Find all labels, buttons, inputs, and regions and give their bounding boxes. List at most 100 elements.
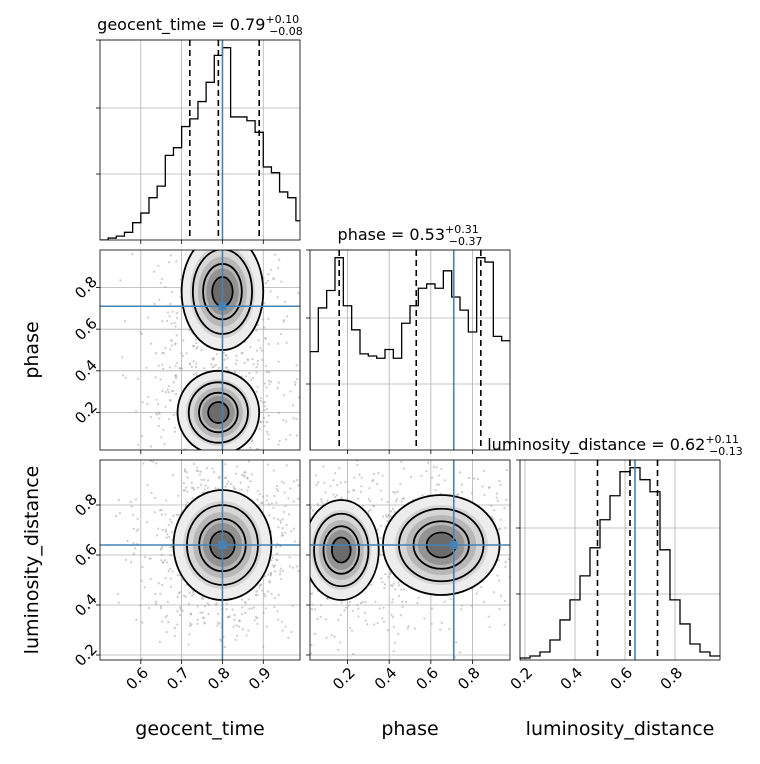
sample-point [263, 326, 266, 329]
sample-point [488, 486, 491, 489]
sample-point [282, 394, 285, 397]
sample-point [242, 246, 244, 248]
sample-point [174, 374, 177, 377]
sample-point [372, 504, 375, 508]
sample-point [400, 588, 403, 591]
sample-point [396, 490, 399, 493]
sample-point [195, 347, 198, 350]
sample-point [409, 476, 413, 479]
sample-point [456, 494, 459, 497]
sample-point [395, 498, 398, 501]
sample-point [263, 405, 266, 408]
sample-point [143, 586, 146, 589]
sample-point [492, 517, 495, 521]
hist-panel-phase: phase = 0.53+0.31 −0.37 [306, 223, 511, 454]
sample-point [176, 596, 179, 599]
sample-point [280, 434, 282, 436]
sample-point [159, 378, 162, 381]
sample-point [178, 614, 182, 617]
sample-point [146, 402, 149, 406]
sample-point [322, 465, 325, 468]
sample-point [324, 618, 328, 621]
sample-point [390, 601, 394, 604]
sample-point [147, 606, 151, 610]
sample-point [391, 507, 394, 510]
sample-point [227, 615, 230, 619]
x-tick-label: 0.4 [371, 664, 401, 694]
sample-point [224, 485, 227, 488]
sample-point [474, 445, 476, 447]
sample-point [164, 513, 167, 516]
sample-point [225, 607, 228, 611]
sample-point [303, 533, 305, 535]
sample-point [213, 471, 216, 474]
sample-point [258, 493, 261, 496]
sample-point [262, 318, 265, 321]
sample-point [161, 277, 164, 280]
sample-point [239, 186, 241, 188]
sample-point [148, 557, 151, 560]
sample-point [201, 230, 203, 232]
sample-point [255, 329, 258, 332]
sample-point [284, 438, 288, 441]
sample-point [416, 601, 419, 605]
sample-point [282, 320, 285, 324]
sample-point [359, 490, 362, 493]
sample-point [169, 553, 172, 557]
panel-title-geocent_time: geocent_time = 0.79+0.10 −0.08 [97, 13, 303, 38]
sample-point [247, 485, 250, 489]
sample-point [170, 322, 173, 325]
sample-point [188, 227, 190, 229]
sample-point [281, 629, 284, 632]
sample-point [258, 427, 261, 431]
sample-point [192, 488, 196, 491]
sample-point [264, 575, 267, 578]
contour-line [322, 525, 360, 575]
x-tick-label: 0.8 [657, 664, 687, 694]
sample-point [239, 481, 242, 484]
sample-point [300, 569, 302, 571]
sample-point [226, 217, 228, 219]
sample-point [139, 331, 142, 334]
sample-point [168, 535, 171, 539]
sample-point [149, 577, 152, 581]
sample-point [233, 618, 236, 622]
sample-point [280, 480, 283, 483]
sample-point [203, 474, 205, 476]
sample-point [291, 404, 295, 407]
sample-point [379, 524, 383, 527]
sample-point [246, 222, 248, 224]
sample-point [267, 573, 270, 576]
sample-point [376, 483, 379, 486]
sample-point [467, 476, 471, 480]
sample-point [181, 609, 184, 612]
sample-point [185, 352, 188, 355]
sample-point [195, 342, 198, 345]
sample-point [161, 528, 165, 532]
sample-point [359, 602, 362, 605]
sample-point [472, 477, 476, 480]
sample-point [277, 618, 280, 621]
sample-point [531, 591, 533, 593]
sample-point [238, 229, 240, 231]
sample-point [283, 491, 286, 494]
sample-point [202, 200, 204, 202]
sample-point [226, 233, 228, 235]
sample-point [293, 540, 297, 543]
sample-point [311, 592, 314, 595]
sample-point [352, 489, 355, 492]
sample-point [160, 553, 164, 557]
sample-point [349, 626, 352, 629]
sample-point [192, 486, 195, 490]
sample-point [169, 254, 172, 257]
sample-point [164, 405, 167, 408]
sample-point [224, 463, 227, 466]
sample-point [394, 500, 397, 503]
sample-point [135, 410, 138, 413]
sample-point [285, 341, 288, 344]
sample-point [234, 456, 236, 458]
sample-point [304, 606, 306, 608]
sample-point [288, 533, 290, 535]
sample-point [246, 476, 249, 479]
sample-point [247, 629, 250, 632]
